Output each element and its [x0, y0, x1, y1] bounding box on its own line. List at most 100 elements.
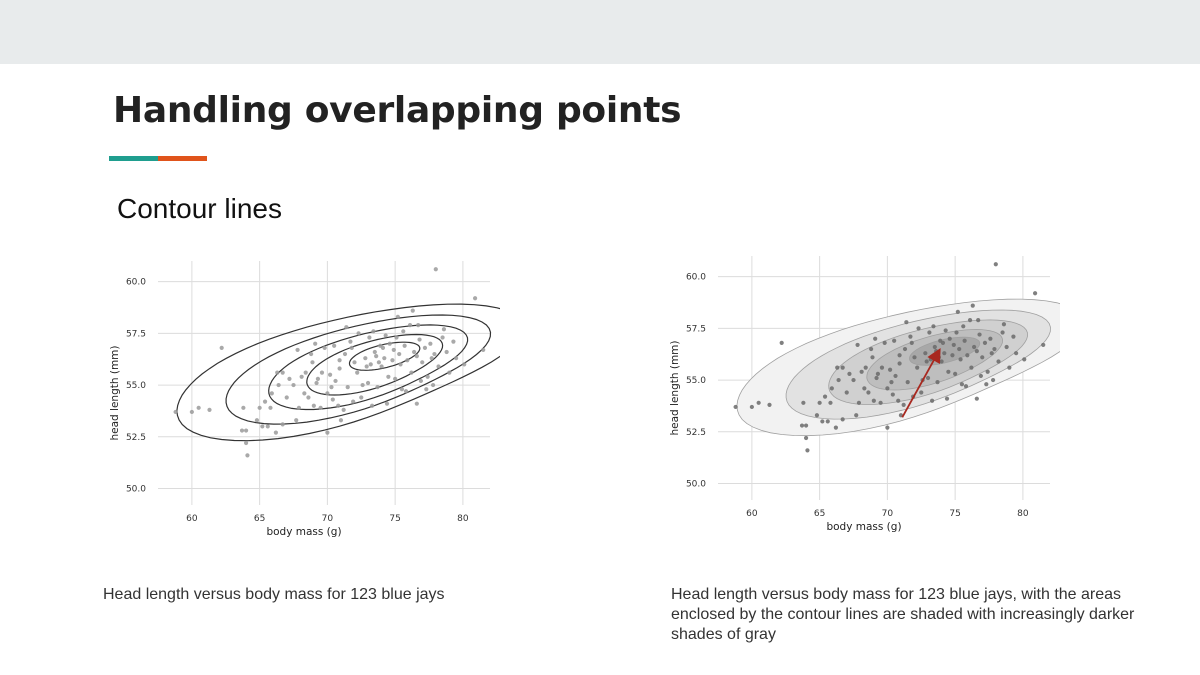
data-point: [805, 448, 810, 453]
data-point: [363, 356, 368, 361]
data-point: [887, 367, 893, 372]
y-axis-label: head length (mm): [109, 345, 121, 440]
data-point: [885, 386, 890, 391]
data-point: [1041, 342, 1046, 348]
data-point: [932, 344, 937, 350]
data-point: [927, 330, 932, 335]
data-point: [243, 440, 249, 446]
highlight-arrow: [901, 347, 941, 418]
data-point: [364, 364, 369, 369]
data-point: [874, 375, 879, 381]
x-tick-label: 80: [457, 514, 469, 524]
data-point: [454, 356, 459, 361]
data-point: [382, 356, 387, 361]
data-point: [370, 403, 375, 408]
data-point: [390, 358, 395, 363]
data-point: [342, 351, 348, 357]
data-point: [982, 340, 988, 345]
data-point: [280, 370, 285, 375]
data-point: [432, 351, 437, 357]
data-point: [855, 342, 860, 348]
data-point: [976, 318, 981, 323]
data-point: [379, 364, 384, 369]
data-point: [984, 382, 989, 387]
data-point: [336, 403, 341, 408]
data-point: [433, 267, 438, 272]
data-point: [961, 324, 966, 329]
data-point: [822, 394, 828, 399]
data-point: [372, 349, 377, 355]
data-point: [365, 380, 371, 386]
y-tick-label: 50.0: [686, 479, 706, 489]
data-point: [276, 382, 281, 388]
data-point: [402, 343, 407, 348]
data-point: [803, 423, 809, 428]
data-point: [954, 330, 959, 335]
data-point: [967, 318, 973, 323]
data-point: [825, 419, 830, 424]
data-point: [944, 396, 950, 401]
data-point: [444, 349, 449, 355]
data-point: [291, 382, 296, 388]
data-point: [430, 382, 436, 388]
data-point: [296, 405, 302, 410]
data-point: [391, 347, 396, 353]
top-bar: [0, 0, 1200, 64]
data-point: [338, 418, 344, 423]
y-tick-label: 52.5: [126, 433, 146, 443]
contours: [176, 303, 500, 442]
data-point: [835, 365, 840, 370]
data-point: [441, 327, 447, 332]
data-point: [416, 323, 421, 328]
data-point: [462, 362, 467, 367]
data-point: [386, 374, 391, 379]
data-point: [844, 390, 849, 395]
data-point: [915, 365, 920, 370]
data-point: [897, 353, 902, 358]
y-tick-label: 55.0: [126, 381, 146, 391]
data-point: [332, 343, 337, 348]
data-point: [902, 346, 908, 352]
data-point: [996, 359, 1001, 364]
data-point: [376, 360, 381, 365]
data-point: [409, 370, 414, 375]
contour-line-1: [176, 303, 500, 442]
data-point: [828, 400, 833, 405]
data-points: [173, 267, 486, 458]
data-point: [862, 386, 867, 391]
data-point: [916, 326, 921, 331]
data-point: [1011, 334, 1016, 339]
data-point: [189, 409, 194, 415]
data-point: [325, 430, 330, 435]
data-point: [950, 353, 955, 358]
data-point: [889, 380, 894, 385]
data-point: [972, 344, 977, 350]
data-point: [425, 374, 430, 379]
data-point: [836, 377, 841, 383]
data-point: [977, 332, 982, 337]
data-point: [368, 362, 373, 367]
data-point: [863, 365, 868, 370]
data-point: [294, 418, 299, 423]
data-point: [245, 453, 250, 458]
data-point: [329, 385, 334, 390]
data-point: [1001, 322, 1007, 327]
data-point: [394, 335, 399, 340]
accent-bar-orange: [158, 156, 207, 161]
data-point: [269, 391, 274, 396]
data-point: [318, 405, 323, 410]
data-point: [890, 392, 895, 397]
data-point: [333, 378, 338, 384]
data-point: [428, 341, 433, 346]
data-point: [422, 345, 428, 350]
x-tick-label: 65: [254, 514, 265, 524]
data-point: [395, 314, 400, 319]
data-point: [273, 430, 278, 435]
data-point: [319, 370, 325, 375]
data-point: [990, 377, 996, 383]
data-point: [909, 340, 914, 345]
data-point: [942, 351, 947, 356]
data-point: [397, 351, 402, 357]
data-point: [351, 399, 356, 404]
data-point: [254, 418, 260, 423]
